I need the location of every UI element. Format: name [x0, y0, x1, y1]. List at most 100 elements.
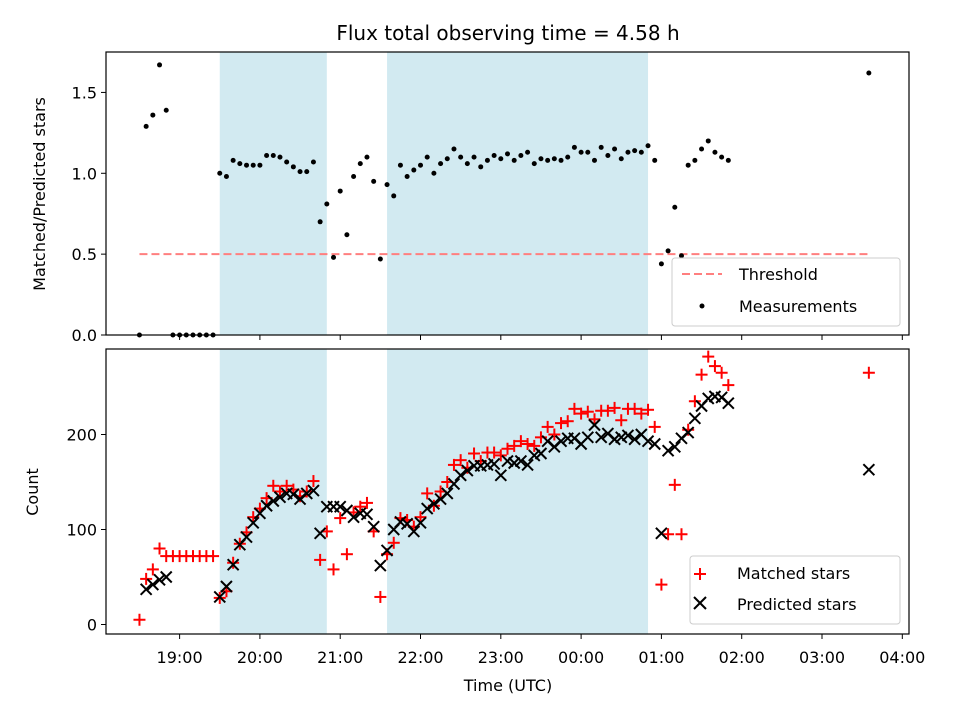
predicted-star-point [267, 494, 280, 508]
count-legend: Matched stars Predicted stars [689, 555, 901, 625]
measurement-point [605, 152, 611, 158]
x-tick-label: 03:00 [799, 648, 845, 667]
measurement-point [337, 188, 343, 194]
measurement-point [331, 254, 337, 260]
matched-star-point [146, 563, 159, 576]
predicted-star-point [661, 444, 675, 457]
matched-star-point [334, 512, 347, 525]
predicted-star-point [427, 497, 441, 511]
measurement-point [458, 154, 464, 160]
matched-star-point [267, 479, 280, 492]
predicted-star-point [367, 520, 380, 533]
measurement-point [371, 178, 377, 184]
matched-star-point [601, 404, 614, 417]
predicted-star-point [628, 433, 641, 446]
predicted-star-point [681, 426, 695, 439]
matched-star-point [662, 528, 675, 541]
matched-star-point [387, 536, 400, 549]
measurement-point [391, 193, 397, 199]
measurement-point [344, 232, 350, 238]
predicted-star-point [160, 570, 173, 584]
predicted-star-point [534, 447, 548, 460]
measurement-point [545, 157, 551, 163]
predicted-star-point [688, 412, 702, 425]
x-tick-label: 20:00 [237, 648, 283, 667]
legend-matched-label: Matched stars [737, 564, 850, 583]
predicted-star-point [461, 464, 474, 477]
predicted-star-point [641, 434, 655, 448]
predicted-star-point [447, 477, 461, 491]
measurement-point [518, 152, 524, 158]
matched-star-point [575, 407, 588, 420]
matched-star-point [655, 578, 668, 591]
measurement-point [511, 157, 517, 163]
ratio-panel-frame [105, 51, 910, 336]
measurement-point [357, 161, 363, 167]
matched-star-point [555, 417, 568, 430]
measurement-point [491, 152, 497, 158]
measurement-point [317, 219, 323, 225]
shaded-interval-1 [219, 52, 327, 335]
matched-star-point [327, 563, 340, 576]
ratio-y-axis-label: Matched/Predicted stars [30, 97, 49, 291]
measurement-point [645, 143, 651, 149]
measurement-point [712, 149, 718, 155]
matched-star-point [628, 402, 641, 415]
chart-title: Flux total observing time = 4.58 h [336, 21, 679, 45]
legend-matched-swatch [694, 568, 706, 580]
predicted-star-point [307, 484, 320, 497]
measurement-point [377, 256, 383, 262]
measurement-point [591, 157, 597, 163]
predicted-star-point [594, 431, 608, 444]
matched-star-point [354, 500, 367, 513]
measurement-point [692, 157, 698, 163]
predicted-star-point [722, 396, 735, 410]
matched-star-point [307, 475, 320, 488]
ratio-y-tick-label: 1.5 [72, 83, 97, 102]
count-y-tick-label: 100 [66, 521, 97, 540]
predicted-star-point [374, 559, 387, 572]
legend-threshold-label: Threshold [738, 265, 818, 284]
matched-star-point [454, 454, 467, 467]
matched-star-point [133, 613, 146, 626]
count-y-tick-label: 0 [87, 616, 97, 635]
matched-star-point [447, 458, 460, 471]
measurement-point [625, 149, 631, 155]
predicted-star-point [621, 429, 635, 442]
measurement-point [498, 156, 504, 162]
predicted-star-point [220, 580, 233, 593]
ratio-panel: 0.0 0.5 1.0 1.5 Matched/Predicted stars Thr… [30, 51, 910, 345]
matched-star-point [581, 405, 594, 418]
measurement-point [438, 161, 444, 167]
legend-measurements-swatch [699, 303, 705, 309]
matched-star-point [414, 511, 427, 524]
ratio-y-tick-label: 0.5 [72, 245, 97, 264]
predicted-star-point [334, 500, 347, 513]
count-y-axis-label: Count [23, 468, 42, 516]
legend-measurements-label: Measurements [739, 297, 857, 316]
measurement-point [157, 62, 163, 68]
measurement-point [632, 148, 638, 154]
predicted-star-point [226, 558, 240, 571]
matched-star-point [615, 414, 628, 427]
measurement-point [424, 154, 430, 160]
matched-star-point [514, 435, 527, 448]
count-y-tick-label: 200 [66, 426, 97, 445]
measurement-point [230, 157, 236, 163]
predicted-star-point [153, 573, 166, 587]
measurement-point [672, 204, 678, 210]
matched-star-point [501, 442, 514, 455]
predicted-star-point [648, 437, 661, 451]
measurement-point [571, 144, 577, 150]
matched-star-point [468, 447, 481, 460]
matched-star-point [421, 487, 434, 500]
x-tick-label: 04:00 [879, 648, 925, 667]
measurement-point [310, 159, 316, 165]
measurement-point [538, 156, 544, 162]
measurement-point [397, 162, 403, 168]
x-tick-label: 21:00 [317, 648, 363, 667]
measurement-point [237, 161, 243, 167]
predicted-star-point [655, 527, 668, 540]
measurement-point [866, 70, 872, 76]
